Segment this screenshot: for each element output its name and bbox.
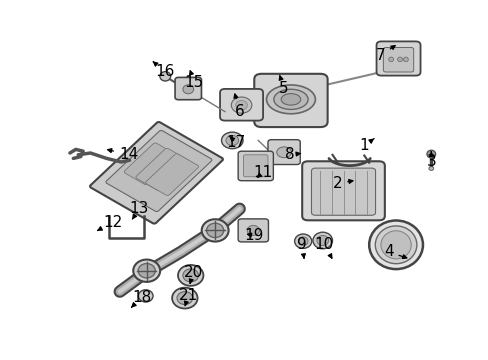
Text: 17: 17	[225, 135, 245, 150]
Text: 16: 16	[153, 62, 175, 80]
FancyBboxPatch shape	[124, 143, 177, 185]
Ellipse shape	[276, 147, 291, 158]
Ellipse shape	[281, 94, 300, 105]
FancyBboxPatch shape	[145, 154, 198, 195]
Ellipse shape	[172, 288, 197, 309]
FancyBboxPatch shape	[238, 219, 268, 242]
FancyBboxPatch shape	[267, 140, 300, 165]
Text: 14: 14	[107, 147, 138, 162]
Text: 6: 6	[233, 94, 244, 119]
Text: 20: 20	[183, 265, 203, 283]
Ellipse shape	[133, 260, 160, 282]
Ellipse shape	[368, 220, 422, 269]
Ellipse shape	[247, 225, 259, 235]
Ellipse shape	[225, 135, 238, 145]
Text: 11: 11	[252, 165, 272, 180]
Ellipse shape	[266, 85, 315, 114]
Ellipse shape	[388, 57, 393, 62]
Ellipse shape	[312, 232, 332, 249]
FancyBboxPatch shape	[175, 77, 201, 100]
FancyBboxPatch shape	[383, 48, 413, 72]
Ellipse shape	[380, 231, 410, 259]
Ellipse shape	[201, 219, 228, 242]
Text: 3: 3	[426, 152, 435, 170]
FancyBboxPatch shape	[90, 122, 223, 224]
Text: 21: 21	[178, 288, 198, 306]
Text: 10: 10	[314, 237, 333, 258]
FancyBboxPatch shape	[302, 161, 384, 220]
Text: 9: 9	[297, 237, 306, 258]
Ellipse shape	[183, 85, 193, 94]
Text: 4: 4	[383, 244, 406, 260]
FancyBboxPatch shape	[220, 89, 263, 121]
Text: 15: 15	[184, 71, 203, 90]
Ellipse shape	[397, 57, 402, 62]
Ellipse shape	[206, 223, 223, 238]
FancyBboxPatch shape	[243, 155, 267, 177]
Text: 7: 7	[375, 46, 394, 63]
Ellipse shape	[403, 57, 407, 62]
Text: 8: 8	[285, 147, 300, 162]
Ellipse shape	[178, 265, 203, 286]
Ellipse shape	[428, 167, 433, 170]
Ellipse shape	[298, 237, 307, 246]
FancyBboxPatch shape	[106, 130, 211, 212]
Ellipse shape	[138, 290, 153, 302]
Text: 18: 18	[131, 289, 151, 307]
Ellipse shape	[160, 72, 170, 81]
Text: 1: 1	[359, 138, 373, 153]
Ellipse shape	[138, 264, 155, 278]
FancyBboxPatch shape	[254, 74, 327, 127]
FancyBboxPatch shape	[136, 148, 188, 190]
FancyBboxPatch shape	[238, 151, 273, 181]
Ellipse shape	[177, 292, 192, 305]
Ellipse shape	[426, 150, 435, 158]
Ellipse shape	[231, 97, 251, 113]
Text: 12: 12	[97, 215, 122, 230]
Ellipse shape	[183, 269, 198, 282]
Ellipse shape	[273, 89, 307, 109]
Ellipse shape	[294, 234, 311, 248]
Ellipse shape	[316, 235, 328, 246]
Text: 2: 2	[332, 176, 352, 191]
Ellipse shape	[235, 100, 247, 110]
Text: 5: 5	[278, 75, 288, 96]
FancyBboxPatch shape	[311, 168, 375, 215]
Text: 13: 13	[129, 201, 149, 219]
Text: 19: 19	[244, 228, 264, 243]
Ellipse shape	[375, 226, 416, 264]
Ellipse shape	[221, 132, 243, 149]
FancyBboxPatch shape	[376, 41, 420, 76]
